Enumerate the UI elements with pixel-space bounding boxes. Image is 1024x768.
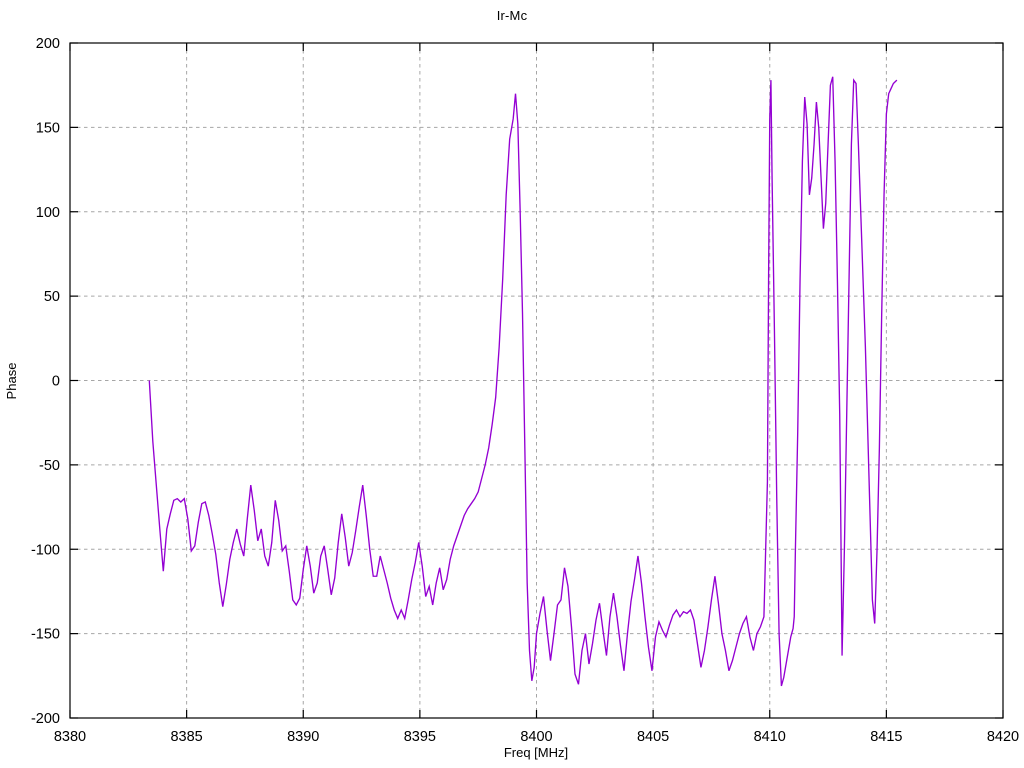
- y-tick-label: -200: [31, 711, 60, 727]
- x-tick-label: 8380: [54, 729, 86, 745]
- y-tick-label: 50: [44, 289, 60, 305]
- x-axis-tick-labels: 8380 8385 8390 8395 8400 8405 8410 8415 8420: [54, 729, 1019, 745]
- data-line-0: [148, 76, 898, 687]
- x-tick-label: 8390: [287, 729, 319, 745]
- x-tick-label: 8395: [404, 729, 436, 745]
- x-tick-label: 8415: [870, 729, 902, 745]
- y-tick-label: 0: [52, 374, 60, 390]
- plot-border: [69, 42, 1004, 719]
- data-series-group: [148, 76, 898, 687]
- y-tick-label: 100: [36, 205, 60, 221]
- x-tick-label: 8420: [987, 729, 1019, 745]
- chart-title: Ir-Mc: [496, 8, 528, 23]
- y-tick-label: -150: [31, 627, 60, 643]
- x-tick-label: 8405: [637, 729, 669, 745]
- y-axis-label: Phase: [4, 363, 19, 400]
- y-tick-label: -50: [39, 458, 60, 474]
- gridlines: [70, 43, 1003, 718]
- x-tick-label: 8400: [520, 729, 552, 745]
- x-tick-label: 8385: [170, 729, 202, 745]
- y-tick-label: -100: [31, 542, 60, 558]
- x-tick-label: 8410: [754, 729, 786, 745]
- y-tick-label: 150: [36, 120, 60, 136]
- x-axis-label: Freq [MHz]: [504, 745, 568, 760]
- y-tick-label: 200: [36, 36, 60, 52]
- y-axis-tick-labels: -200 -150 -100 -50 0 50 100 150 200: [31, 36, 60, 727]
